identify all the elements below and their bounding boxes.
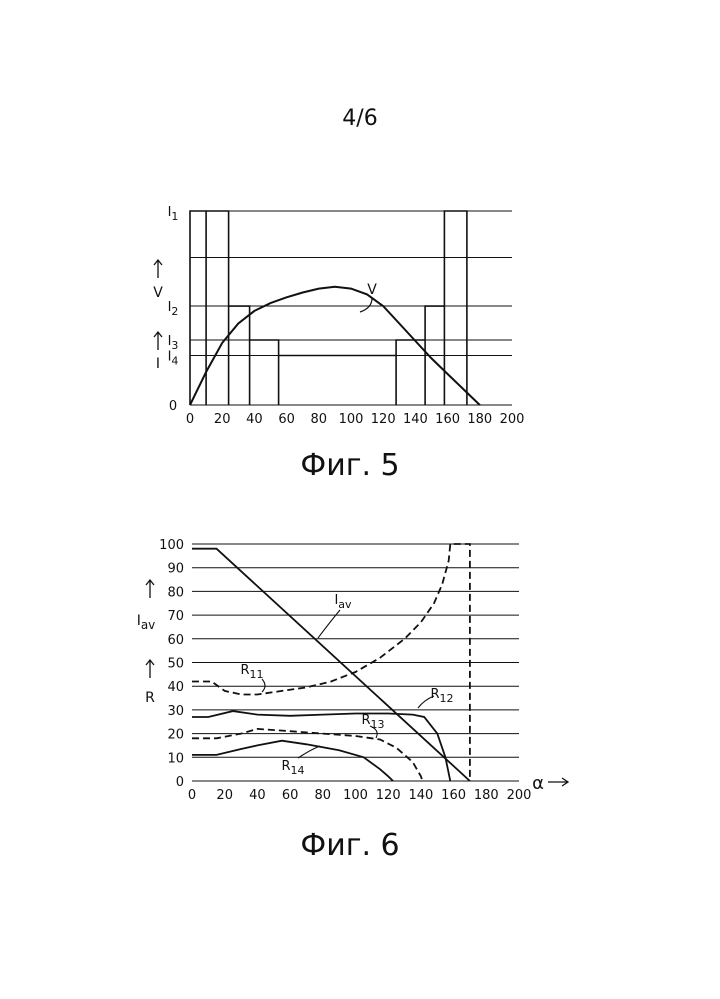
y-tick-label: 20 xyxy=(167,728,184,743)
y-tick-label: 90 xyxy=(167,562,184,577)
arrow-up-icon xyxy=(146,660,154,678)
y-tick-label: 0 xyxy=(169,399,177,414)
x-tick-label: 80 xyxy=(311,412,328,427)
series-label: Iav xyxy=(334,593,352,611)
y-tick-label: 30 xyxy=(167,704,184,719)
x-axis-label: α xyxy=(532,773,544,794)
y-tick-label: 80 xyxy=(167,585,184,600)
x-tick-label: 120 xyxy=(371,412,396,427)
x-tick-label: 160 xyxy=(435,412,460,427)
x-tick-label: 60 xyxy=(282,788,299,803)
y-axis-label-i: I xyxy=(156,356,160,372)
series-label-v: V xyxy=(367,282,377,298)
arrow-up-icon xyxy=(154,332,162,350)
x-tick-label: 180 xyxy=(474,788,499,803)
x-tick-label: 100 xyxy=(343,788,368,803)
x-tick-label: 120 xyxy=(376,788,401,803)
y-axis-label-iav: Iav xyxy=(137,613,156,632)
x-tick-label: 20 xyxy=(216,788,233,803)
series-line xyxy=(192,549,470,781)
x-tick-label: 200 xyxy=(500,412,525,427)
y-tick-label: 70 xyxy=(167,609,184,624)
series-label: R11 xyxy=(240,663,263,681)
y-axis-label-v: V xyxy=(153,285,163,301)
y-tick-label: 0 xyxy=(176,775,184,790)
figure-6-caption: Фиг. 6 xyxy=(0,828,700,863)
x-tick-label: 20 xyxy=(214,412,231,427)
x-tick-label: 0 xyxy=(188,788,196,803)
y-tick-label: 50 xyxy=(167,657,184,672)
x-tick-label: 60 xyxy=(278,412,295,427)
series-leader xyxy=(298,746,320,758)
x-tick-label: 160 xyxy=(441,788,466,803)
series-leader xyxy=(360,298,372,312)
x-tick-label: 80 xyxy=(315,788,332,803)
y-tick-label: I4 xyxy=(168,350,179,368)
x-tick-label: 140 xyxy=(403,412,428,427)
x-tick-label: 100 xyxy=(339,412,364,427)
arrow-up-icon xyxy=(146,580,154,598)
arrow-right-icon xyxy=(548,778,568,786)
series-line xyxy=(192,729,423,781)
series-label: R14 xyxy=(281,759,304,777)
y-tick-label: 100 xyxy=(159,538,184,553)
series-leader xyxy=(318,610,340,638)
y-tick-label: I1 xyxy=(168,205,179,223)
arrow-up-icon xyxy=(154,260,162,278)
series-line xyxy=(190,287,480,405)
y-axis-label-r: R xyxy=(145,690,155,706)
figure-5-chart: I1I2I3I40020406080100120140160180200VIV xyxy=(0,190,720,435)
page-number: 4/6 xyxy=(0,106,720,131)
x-tick-label: 140 xyxy=(408,788,433,803)
x-tick-label: 40 xyxy=(249,788,266,803)
figure-6-chart: 1009080706050403020100020406080100120140… xyxy=(0,530,720,805)
x-tick-label: 40 xyxy=(246,412,263,427)
figure-5-caption: Фиг. 5 xyxy=(0,448,700,483)
y-tick-label: 60 xyxy=(167,633,184,648)
y-tick-label: 10 xyxy=(167,751,184,766)
y-tick-label: I2 xyxy=(168,300,179,318)
series-label: R13 xyxy=(361,713,384,731)
x-tick-label: 200 xyxy=(507,788,532,803)
x-tick-label: 180 xyxy=(467,412,492,427)
x-tick-label: 0 xyxy=(186,412,194,427)
y-tick-label: 40 xyxy=(167,680,184,695)
series-line xyxy=(190,211,467,405)
